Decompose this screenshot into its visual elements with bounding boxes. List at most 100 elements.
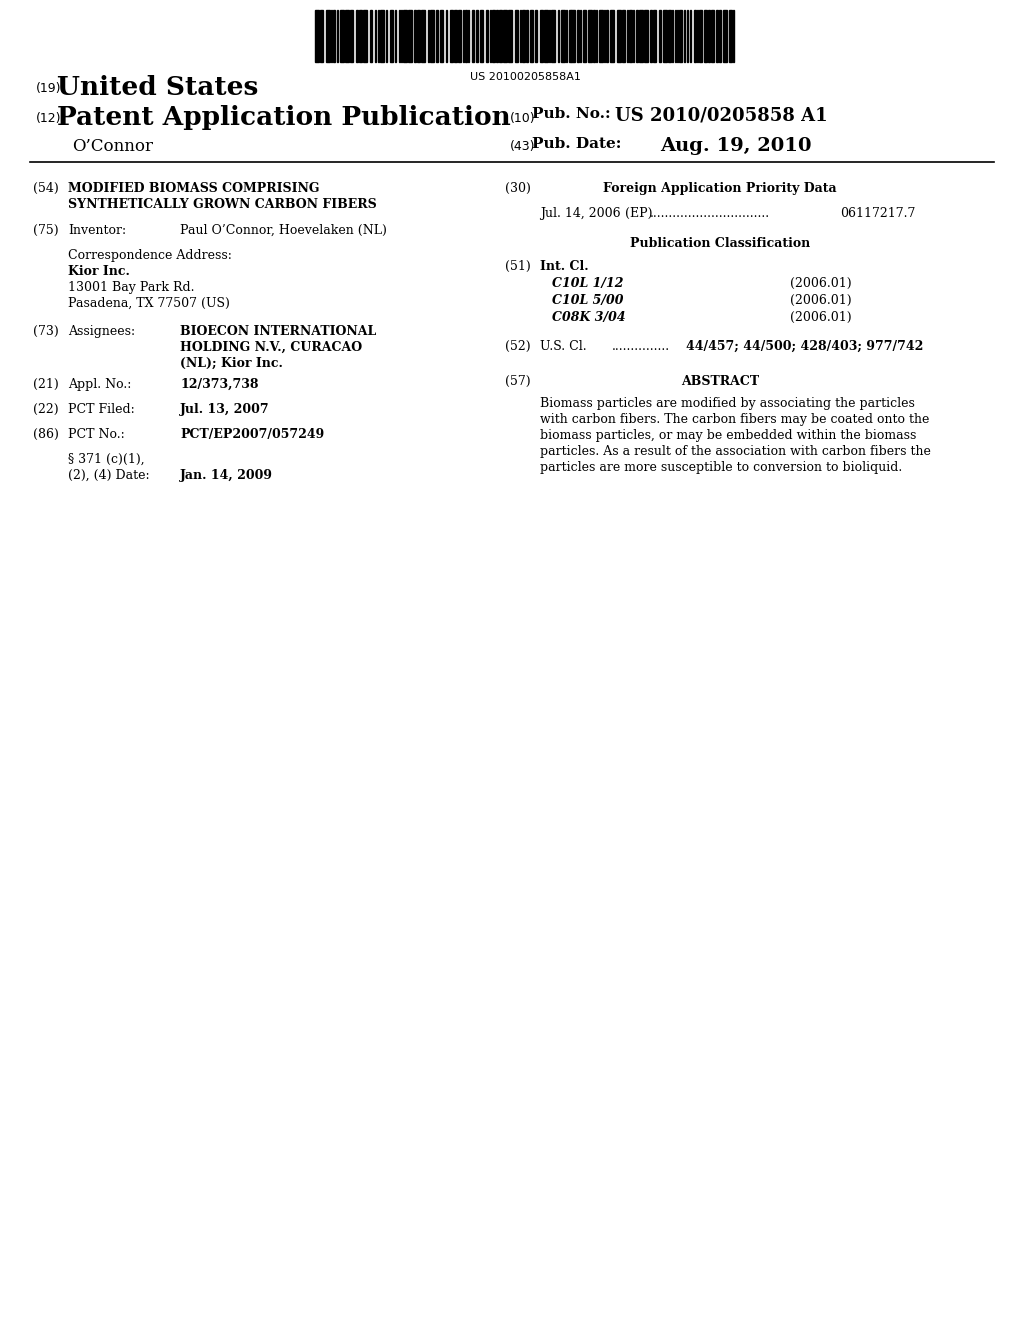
Bar — [454, 11, 457, 62]
Text: United States: United States — [57, 75, 258, 100]
Text: US 20100205858A1: US 20100205858A1 — [470, 73, 581, 82]
Bar — [650, 11, 652, 62]
Text: 44/457; 44/500; 428/403; 977/742: 44/457; 44/500; 428/403; 977/742 — [686, 341, 924, 352]
Bar — [679, 11, 682, 62]
Text: (10): (10) — [510, 112, 536, 125]
Bar — [436, 11, 437, 62]
Bar — [421, 11, 425, 62]
Bar — [610, 11, 614, 62]
Text: (EP): (EP) — [625, 207, 652, 220]
Text: MODIFIED BIOMASS COMPRISING: MODIFIED BIOMASS COMPRISING — [68, 182, 319, 195]
Bar — [616, 11, 621, 62]
Bar — [359, 11, 362, 62]
Bar — [463, 11, 464, 62]
Bar — [719, 11, 721, 62]
Text: (75): (75) — [33, 224, 58, 238]
Text: Inventor:: Inventor: — [68, 224, 126, 238]
Text: SYNTHETICALLY GROWN CARBON FIBERS: SYNTHETICALLY GROWN CARBON FIBERS — [68, 198, 377, 211]
Text: (51): (51) — [505, 260, 530, 273]
Bar — [696, 11, 698, 62]
Bar — [522, 11, 525, 62]
Bar — [729, 11, 732, 62]
Bar — [558, 11, 559, 62]
Text: (86): (86) — [33, 428, 58, 441]
Bar — [723, 11, 727, 62]
Text: (22): (22) — [33, 403, 58, 416]
Text: (2006.01): (2006.01) — [790, 294, 852, 308]
Bar — [386, 11, 387, 62]
Text: 13001 Bay Park Rd.: 13001 Bay Park Rd. — [68, 281, 195, 294]
Bar — [485, 11, 487, 62]
Bar — [333, 11, 335, 62]
Bar — [350, 11, 353, 62]
Bar — [480, 11, 483, 62]
Bar — [699, 11, 702, 62]
Bar — [345, 11, 349, 62]
Bar — [340, 11, 344, 62]
Bar — [636, 11, 638, 62]
Text: (2006.01): (2006.01) — [790, 312, 852, 323]
Text: Jul. 14, 2006: Jul. 14, 2006 — [540, 207, 621, 220]
Text: PCT/EP2007/057249: PCT/EP2007/057249 — [180, 428, 325, 441]
Bar — [629, 11, 632, 62]
Bar — [653, 11, 656, 62]
Text: ...............................: ............................... — [650, 207, 770, 220]
Bar — [315, 11, 319, 62]
Text: 12/373,738: 12/373,738 — [180, 378, 258, 391]
Text: O’Connor: O’Connor — [72, 139, 153, 154]
Text: Jan. 14, 2009: Jan. 14, 2009 — [180, 469, 273, 482]
Bar — [639, 11, 643, 62]
Bar — [593, 11, 595, 62]
Text: PCT Filed:: PCT Filed: — [68, 403, 135, 416]
Text: US 2010/0205858 A1: US 2010/0205858 A1 — [615, 107, 827, 125]
Bar — [465, 11, 467, 62]
Text: (2006.01): (2006.01) — [790, 277, 852, 290]
Bar — [508, 11, 512, 62]
Text: Foreign Application Priority Data: Foreign Application Priority Data — [603, 182, 837, 195]
Text: 06117217.7: 06117217.7 — [840, 207, 915, 220]
Bar — [659, 11, 662, 62]
Bar — [380, 11, 384, 62]
Bar — [364, 11, 367, 62]
Bar — [492, 11, 495, 62]
Text: (2), (4) Date:: (2), (4) Date: — [68, 469, 150, 482]
Bar — [693, 11, 695, 62]
Text: Appl. No.:: Appl. No.: — [68, 378, 131, 391]
Bar — [711, 11, 714, 62]
Text: ...............: ............... — [612, 341, 670, 352]
Bar — [644, 11, 648, 62]
Bar — [551, 11, 555, 62]
Bar — [596, 11, 597, 62]
Bar — [588, 11, 592, 62]
Text: (12): (12) — [36, 112, 61, 125]
Bar — [684, 11, 685, 62]
Bar — [458, 11, 461, 62]
Text: Publication Classification: Publication Classification — [630, 238, 810, 249]
Text: biomass particles, or may be embedded within the biomass: biomass particles, or may be embedded wi… — [540, 429, 916, 442]
Text: C10L 1/12: C10L 1/12 — [552, 277, 624, 290]
Bar — [706, 11, 707, 62]
Bar — [571, 11, 575, 62]
Text: with carbon fibers. The carbon fibers may be coated onto the: with carbon fibers. The carbon fibers ma… — [540, 413, 930, 426]
Text: C10L 5/00: C10L 5/00 — [552, 294, 624, 308]
Bar — [583, 11, 586, 62]
Text: U.S. Cl.: U.S. Cl. — [540, 341, 587, 352]
Bar — [606, 11, 608, 62]
Bar — [717, 11, 719, 62]
Bar — [445, 11, 447, 62]
Bar — [568, 11, 570, 62]
Text: particles. As a result of the association with carbon fibers the: particles. As a result of the associatio… — [540, 445, 931, 458]
Text: Pub. No.:: Pub. No.: — [532, 107, 610, 121]
Text: (21): (21) — [33, 378, 58, 391]
Text: PCT No.:: PCT No.: — [68, 428, 125, 441]
Bar — [430, 11, 434, 62]
Bar — [525, 11, 527, 62]
Bar — [664, 11, 668, 62]
Text: (54): (54) — [33, 182, 58, 195]
Bar — [326, 11, 330, 62]
Text: (52): (52) — [505, 341, 530, 352]
Text: particles are more susceptible to conversion to bioliquid.: particles are more susceptible to conver… — [540, 461, 902, 474]
Text: Biomass particles are modified by associating the particles: Biomass particles are modified by associ… — [540, 397, 914, 411]
Bar — [535, 11, 537, 62]
Text: (73): (73) — [33, 325, 58, 338]
